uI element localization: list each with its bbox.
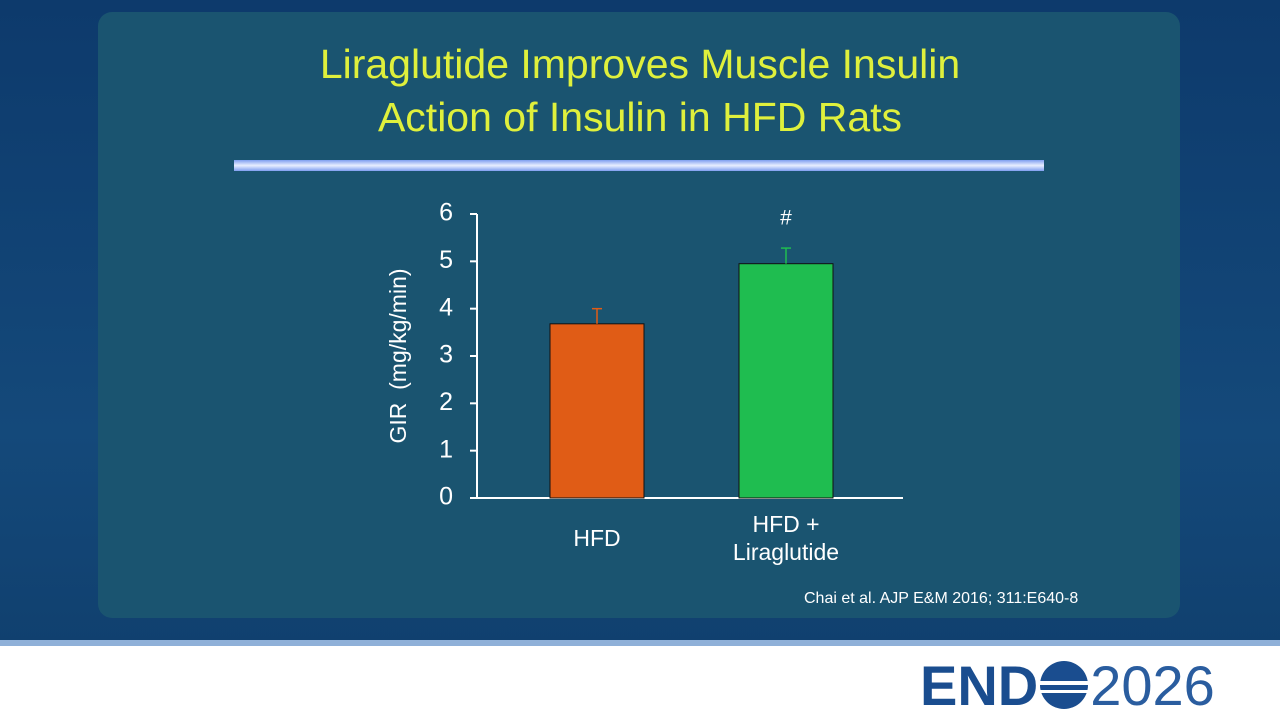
chart-title: Liraglutide Improves Muscle Insulin Acti… [319, 41, 961, 140]
x-tick-label: HFD + Liraglutide [732, 511, 840, 565]
annotation: # [780, 207, 792, 230]
y-tick-label: 0 [439, 483, 453, 511]
y-tick-label: 2 [439, 388, 453, 416]
bar [738, 263, 834, 499]
slide-panel [98, 12, 1180, 618]
bar [549, 323, 645, 499]
logo: END 2026 [920, 656, 1215, 716]
y-tick-label: 5 [439, 246, 453, 274]
x-tick-label: HFD [573, 525, 621, 551]
logo-left: END [920, 654, 1039, 717]
logo-globe [1040, 661, 1089, 709]
title-rule [234, 160, 1044, 171]
y-tick-label: 4 [439, 293, 453, 321]
y-tick-label: 1 [439, 435, 453, 463]
citation: Chai et al. AJP E&M 2016; 311:E640-8 [804, 590, 1079, 607]
y-axis-label: GIR (mg/kg/min) [385, 268, 411, 443]
logo-right: 2026 [1090, 654, 1215, 717]
y-tick-label: 3 [439, 341, 453, 369]
y-tick-label: 6 [439, 199, 453, 227]
